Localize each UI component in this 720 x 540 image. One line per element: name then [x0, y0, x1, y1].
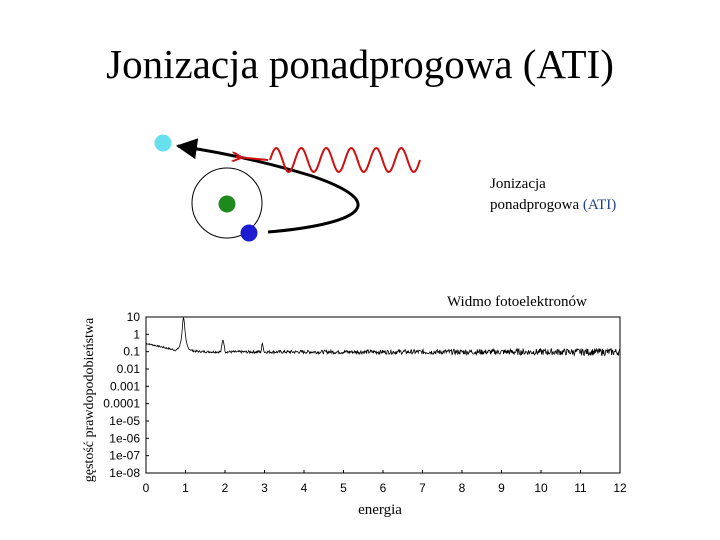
- diagram-label: Jonizacja ponadprogowa (ATI): [490, 174, 616, 216]
- x-tick-label: 12: [613, 481, 627, 495]
- diagram-label-ati: (ATI): [582, 197, 617, 213]
- y-tick-label: 1e-05: [109, 414, 140, 428]
- y-tick-label: 0.0001: [103, 397, 140, 411]
- diagram-label-line1: Jonizacja: [490, 176, 546, 192]
- photon-wave: [269, 146, 421, 174]
- atom-orbit: [191, 167, 263, 239]
- y-tick-label: 1e-07: [109, 449, 140, 463]
- y-ticks: 10 1 0.1 0.01 0.001 0.0001 1e-05 1e-06 1e-07 1e-0…: [103, 310, 149, 480]
- nucleus: [218, 195, 236, 213]
- bound-electron: [240, 224, 258, 242]
- slide-title: Jonizacja ponadprogowa (ATI): [106, 41, 614, 87]
- y-tick-label: 10: [127, 310, 141, 324]
- spectrum-chart: Widmo fotoelektronów 1010.10.010.0010.00…: [103, 294, 627, 518]
- x-ticks: 0 1 2 3 4 5 6 7 8 9 10 11 12: [143, 470, 627, 495]
- y-tick-label: 1e-06: [109, 431, 140, 445]
- x-tick-label: 10: [534, 481, 548, 495]
- electron-trajectory: [175, 138, 360, 234]
- x-tick-label: 6: [380, 481, 387, 495]
- x-tick-label: 9: [498, 481, 505, 495]
- x-tick-label: 3: [261, 481, 268, 495]
- plot-frame: [145, 316, 621, 474]
- y-tick-label: 0.001: [110, 379, 140, 393]
- y-tick-label: 1e-08: [109, 466, 140, 480]
- diagram-label-line2-prefix: ponadprogowa: [490, 197, 583, 213]
- chart-title: Widmo fotoelektronów: [447, 294, 587, 310]
- atom-diagram: [154, 134, 421, 242]
- x-tick-label: 5: [340, 481, 347, 495]
- y-tick-label: 1: [133, 327, 140, 341]
- x-tick-label: 4: [301, 481, 308, 495]
- x-tick-label: 8: [459, 481, 466, 495]
- x-tick-label: 1: [182, 481, 189, 495]
- spectrum-line: [145, 316, 621, 357]
- x-tick-label: 2: [222, 481, 229, 495]
- x-axis-label: energia: [358, 502, 402, 518]
- y-tick-label: 0.1: [123, 345, 140, 359]
- x-tick-label: 7: [419, 481, 426, 495]
- diagram-label-line2: ponadprogowa (ATI): [490, 195, 616, 216]
- x-tick-label: 11: [574, 481, 587, 495]
- free-electron: [154, 134, 172, 152]
- photon-arrow: [236, 157, 269, 160]
- y-tick-label: 0.01: [117, 362, 141, 376]
- x-tick-label: 0: [143, 481, 150, 495]
